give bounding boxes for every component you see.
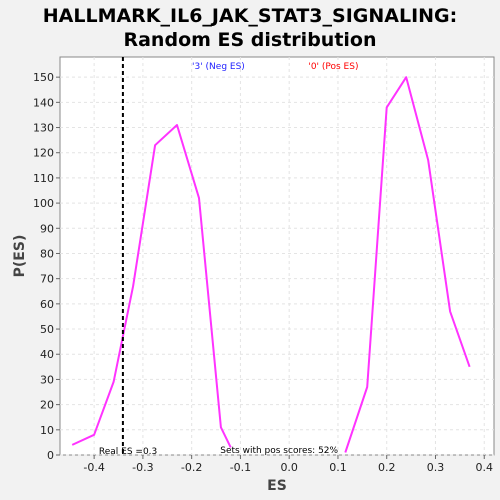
plot-area	[59, 56, 495, 456]
series-line	[344, 76, 471, 453]
x-tick-label: -0.3	[132, 461, 153, 474]
y-tick-label: 150	[33, 71, 54, 84]
x-tick-label: 0.2	[378, 461, 396, 474]
y-tick-label: 60	[40, 298, 54, 311]
series-line	[71, 124, 232, 448]
y-axis-label: P(ES)	[12, 235, 28, 278]
x-tick-label: -0.2	[181, 461, 202, 474]
y-tick-label: 120	[33, 147, 54, 160]
y-tick-label: 80	[40, 247, 54, 260]
chart-title: HALLMARK_IL6_JAK_STAT3_SIGNALING: Random…	[0, 4, 500, 52]
y-tick-label: 20	[40, 399, 54, 412]
x-tick-label: 0.1	[329, 461, 347, 474]
grid	[60, 57, 494, 456]
x-axis: -0.4 -0.3 -0.2 -0.1 0.0 0.1 0.2 0.3 0.4	[83, 455, 493, 474]
pos-es-label: '0' (Pos ES)	[308, 62, 358, 72]
chart-title-line1: HALLMARK_IL6_JAK_STAT3_SIGNALING:	[42, 5, 458, 27]
chart-title-line2: Random ES distribution	[123, 29, 377, 51]
y-tick-label: 10	[40, 424, 54, 437]
x-axis-label: ES	[267, 478, 287, 494]
y-axis: 0 10 20 30 40 50 60 70 80 90 100 110 120 130 140 150	[33, 71, 60, 462]
y-tick-label: 130	[33, 122, 54, 135]
x-tick-label: -0.4	[83, 461, 104, 474]
sets-pos-scores-label: Sets with pos scores: 52%	[220, 446, 338, 456]
x-tick-label: 0.3	[427, 461, 445, 474]
x-tick-label: 0.0	[280, 461, 298, 474]
y-tick-label: 40	[40, 348, 54, 361]
y-tick-label: 30	[40, 373, 54, 386]
neg-es-label: '3' (Neg ES)	[192, 62, 245, 72]
y-tick-label: 110	[33, 172, 54, 185]
x-tick-label: 0.4	[475, 461, 493, 474]
series-lines	[71, 76, 471, 453]
real-es-label: Real ES =0.3	[99, 447, 157, 457]
y-tick-label: 100	[33, 197, 54, 210]
y-tick-label: 140	[33, 96, 54, 109]
x-tick-label: -0.1	[230, 461, 251, 474]
y-tick-label: 0	[47, 449, 54, 462]
y-tick-label: 50	[40, 323, 54, 336]
y-tick-label: 90	[40, 222, 54, 235]
y-tick-label: 70	[40, 273, 54, 286]
